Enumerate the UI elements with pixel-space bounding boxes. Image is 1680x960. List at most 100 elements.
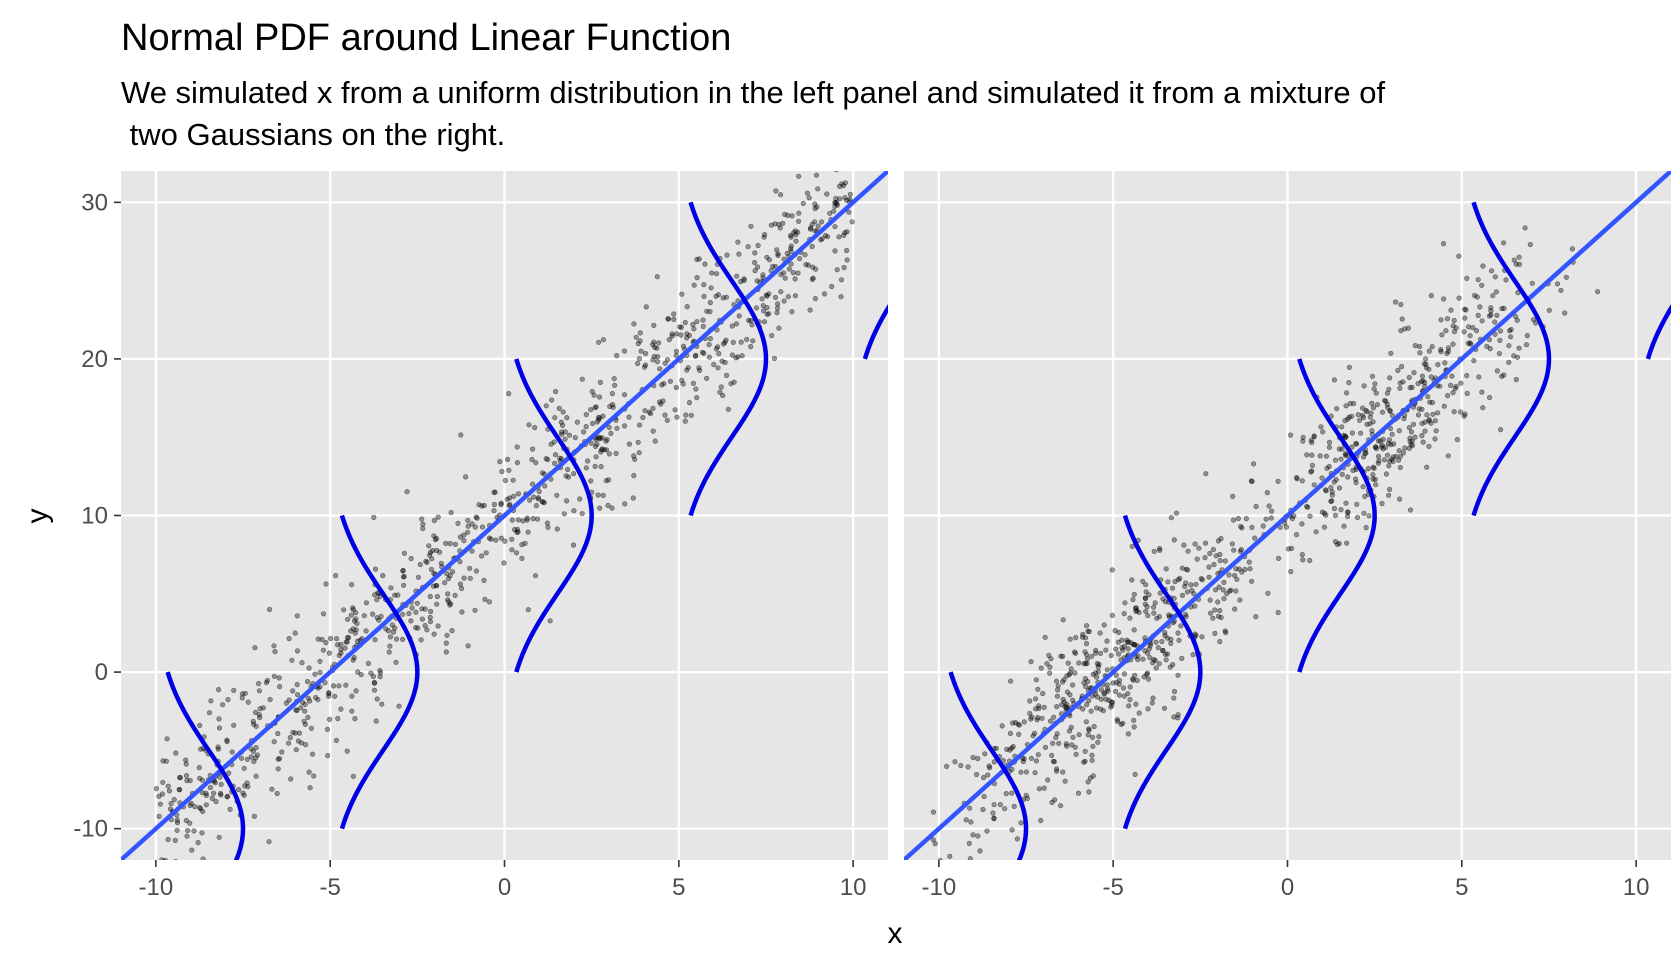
data-point	[408, 555, 414, 562]
data-point	[1395, 367, 1401, 374]
data-point	[1096, 733, 1102, 740]
data-point	[986, 765, 993, 771]
data-point	[1133, 608, 1139, 614]
data-point	[502, 477, 509, 484]
data-point	[427, 593, 433, 600]
data-point	[614, 425, 620, 431]
data-point	[999, 723, 1005, 729]
data-point	[636, 356, 643, 362]
data-point	[256, 688, 263, 694]
data-point	[1081, 759, 1087, 765]
normal-pdf-curve	[1297, 358, 1377, 673]
data-point	[529, 481, 536, 487]
data-point	[168, 800, 174, 807]
data-point	[461, 575, 467, 581]
data-point	[1097, 630, 1103, 636]
x-axes: -10 -5 0 5 10 -10 -5 0 5 10	[139, 860, 1649, 901]
data-point	[1569, 246, 1575, 252]
data-point	[667, 378, 674, 384]
data-point	[626, 441, 633, 447]
data-point	[449, 627, 455, 634]
data-point	[1328, 485, 1334, 491]
data-point	[352, 630, 358, 636]
data-point	[588, 478, 594, 484]
data-point	[290, 688, 296, 694]
data-point	[1369, 400, 1375, 407]
data-point	[642, 362, 649, 368]
data-point	[1121, 693, 1127, 699]
data-point	[1050, 740, 1056, 746]
data-point	[1415, 380, 1421, 387]
data-point	[1093, 670, 1099, 676]
data-point	[673, 384, 680, 391]
data-point	[183, 817, 189, 824]
scatter-points	[930, 225, 1601, 860]
data-point	[497, 459, 503, 465]
data-point	[1069, 682, 1076, 688]
data-point	[333, 737, 340, 744]
data-point	[1372, 381, 1378, 387]
data-point	[630, 495, 636, 501]
data-point	[1247, 566, 1253, 572]
data-point	[1456, 295, 1462, 301]
data-point	[1353, 441, 1360, 447]
data-point	[1175, 715, 1181, 721]
data-point	[533, 503, 540, 509]
data-point	[638, 348, 644, 354]
data-point	[1093, 705, 1100, 711]
data-point	[514, 444, 520, 450]
data-point	[1192, 541, 1198, 547]
data-point	[818, 237, 824, 243]
data-point	[1155, 645, 1161, 651]
data-point	[1233, 588, 1239, 594]
data-point	[183, 757, 189, 763]
data-point	[1309, 439, 1315, 446]
x-tick-label: -10	[139, 874, 174, 901]
data-point	[780, 220, 786, 226]
data-point	[1169, 585, 1176, 591]
data-point	[556, 405, 562, 412]
data-point	[1064, 673, 1070, 679]
data-point	[1027, 698, 1033, 704]
data-point	[778, 272, 784, 278]
data-point	[635, 340, 641, 347]
data-point	[1429, 344, 1435, 350]
data-point	[1506, 328, 1513, 334]
data-point	[836, 234, 842, 240]
data-point	[1357, 430, 1364, 436]
data-point	[1165, 579, 1171, 585]
data-point	[1085, 779, 1091, 785]
data-point	[1171, 595, 1177, 601]
data-point	[1355, 412, 1361, 418]
data-point	[1461, 306, 1468, 312]
data-point	[1150, 695, 1156, 701]
data-point	[975, 755, 981, 762]
data-point	[584, 458, 591, 464]
data-point	[1497, 328, 1504, 334]
data-point	[390, 629, 397, 635]
data-point	[1440, 241, 1447, 247]
data-point	[583, 411, 589, 418]
data-point	[1235, 515, 1241, 522]
regression-line	[121, 171, 888, 860]
data-point	[754, 264, 761, 270]
data-point	[476, 502, 482, 508]
data-point	[831, 208, 837, 214]
data-point	[241, 765, 247, 771]
data-point	[463, 474, 469, 480]
data-point	[713, 271, 720, 277]
data-point	[690, 321, 696, 328]
data-point	[1157, 590, 1163, 596]
data-point	[1428, 374, 1434, 380]
data-point	[252, 645, 258, 651]
data-point	[1131, 591, 1137, 598]
data-point	[1018, 769, 1024, 775]
data-point	[1464, 373, 1470, 379]
data-point	[1342, 418, 1348, 424]
data-point	[782, 211, 788, 217]
data-point	[1112, 627, 1118, 634]
data-point	[1142, 582, 1149, 588]
data-point	[1417, 350, 1423, 356]
data-point	[829, 283, 835, 290]
data-point	[1343, 500, 1349, 506]
